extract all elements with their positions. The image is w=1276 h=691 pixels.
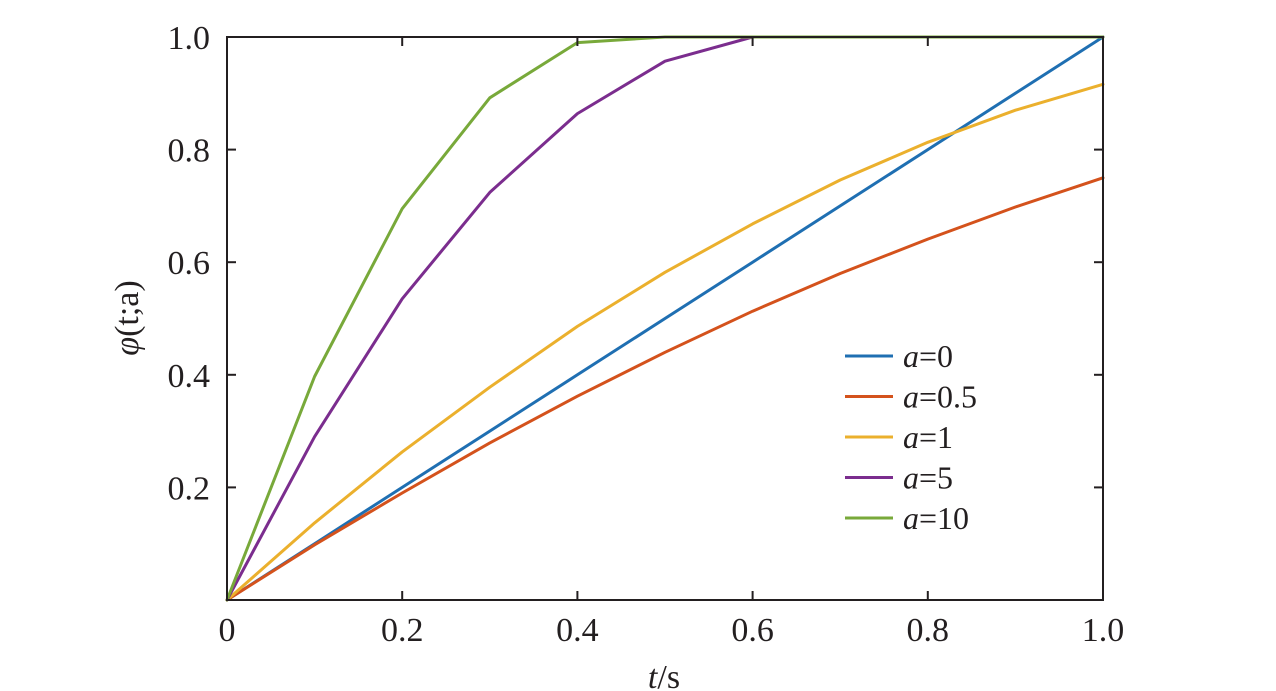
series-line-0 (225, 35, 1105, 602)
y-tick-label: 0.8 (168, 133, 211, 170)
y-tick-label: 1.0 (168, 20, 211, 57)
legend-label: a=5 (903, 460, 953, 496)
x-tick-label: 1.0 (1082, 612, 1125, 649)
legend-label: a=1 (903, 419, 953, 455)
x-tick-label: 0.2 (381, 612, 424, 649)
ticks-layer: 0 0.2 0.4 0.6 0.8 1.0 0.2 0.4 0.6 0.8 1.0 (168, 20, 1125, 649)
series-line-1 (225, 176, 1105, 602)
y-axis-label: φ(t;a) (109, 280, 146, 355)
legend-label: a=0.5 (903, 379, 977, 415)
legend: a=0 a=0.5 a=1 a=5 a=10 (845, 338, 977, 536)
legend-item-1: a=0.5 (845, 379, 977, 415)
legend-item-2: a=1 (845, 419, 953, 455)
series-line-2 (225, 82, 1105, 602)
y-tick-label: 0.6 (168, 245, 211, 282)
x-tick-label: 0.6 (731, 612, 774, 649)
legend-item-0: a=0 (845, 338, 953, 374)
y-tick-label: 0.2 (168, 470, 211, 507)
legend-label: a=10 (903, 500, 969, 536)
x-tick-label: 0.4 (556, 612, 599, 649)
x-axis-label: t/s (648, 659, 680, 691)
legend-item-4: a=10 (845, 500, 969, 536)
x-tick-label: 0.8 (907, 612, 950, 649)
legend-item-3: a=5 (845, 460, 953, 496)
y-tick-label: 0.4 (168, 358, 211, 395)
legend-label: a=0 (903, 338, 953, 374)
x-tick-label: 0 (219, 612, 236, 649)
plot-frame (226, 36, 1104, 601)
series-layer (225, 35, 1105, 602)
